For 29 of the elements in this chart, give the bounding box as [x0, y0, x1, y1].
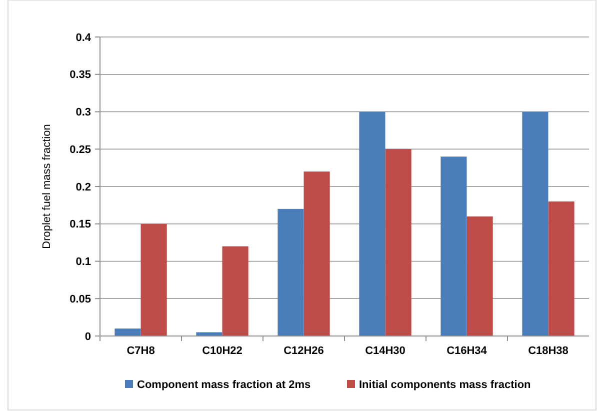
y-tick-label: 0.2: [76, 181, 91, 194]
y-tick-label: 0.3: [76, 106, 91, 119]
bar: [278, 208, 304, 336]
y-tick-label: 0: [84, 330, 91, 343]
y-tick-label: 0.15: [70, 218, 91, 231]
bar: [440, 156, 467, 336]
bar: [522, 112, 548, 336]
y-tick-label: 0.05: [70, 293, 91, 306]
bar: [385, 149, 412, 336]
y-tick-label: 0.1: [76, 256, 91, 268]
y-tick-label: 0.25: [70, 144, 91, 156]
bar: [466, 216, 493, 336]
y-tick-label: 0.35: [70, 69, 91, 82]
x-tick-label: C18H38: [528, 345, 568, 357]
y-axis-title: Droplet fuel mass fraction: [41, 124, 53, 249]
x-tick-label: C12H26: [284, 345, 324, 357]
x-tick-label: C10H22: [202, 345, 242, 357]
x-tick-label: C14H30: [365, 345, 406, 357]
y-tick-label: 0.4: [76, 32, 92, 44]
x-tick-label: C16H34: [446, 345, 488, 357]
legend-label: Initial components mass fraction: [359, 378, 532, 391]
legend-label: Component mass fraction at 2ms: [137, 378, 311, 391]
bar: [222, 246, 248, 336]
bar: [304, 172, 330, 336]
bar: [140, 224, 167, 336]
x-tick-label: C7H8: [126, 345, 155, 357]
bar: [114, 328, 141, 336]
bar: [548, 201, 574, 336]
bar: [359, 112, 386, 336]
